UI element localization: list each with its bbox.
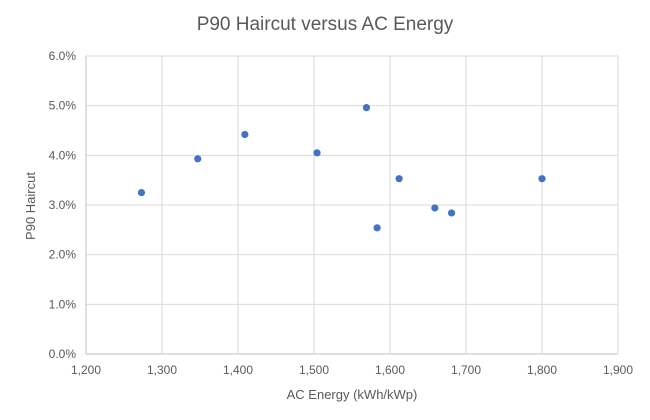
y-tick-label: 2.0% bbox=[49, 248, 77, 262]
x-tick-label: 1,300 bbox=[147, 363, 177, 377]
data-point bbox=[137, 188, 146, 197]
data-point bbox=[241, 130, 249, 139]
x-tick-label: 1,900 bbox=[603, 363, 633, 377]
tick-labels: 0.0% 1.0% 2.0% 3.0% 4.0% 5.0% 6.0% 1,200 1,300 1,… bbox=[49, 49, 634, 377]
x-tick-label: 1,600 bbox=[375, 363, 405, 377]
x-tick-label: 1,500 bbox=[299, 363, 329, 377]
x-tick-label: 1,200 bbox=[71, 363, 101, 377]
chart-title: P90 Haircut versus AC Energy bbox=[197, 14, 454, 35]
data-point bbox=[431, 204, 439, 212]
data-point bbox=[373, 224, 381, 232]
y-tick-label: 5.0% bbox=[49, 99, 77, 113]
data-point bbox=[194, 155, 202, 163]
y-tick-label: 4.0% bbox=[49, 148, 77, 162]
y-tick-label: 0.0% bbox=[49, 347, 77, 361]
data-point bbox=[395, 175, 403, 183]
data-point bbox=[538, 175, 546, 183]
data-point bbox=[447, 209, 456, 217]
x-tick-label: 1,400 bbox=[223, 363, 253, 377]
data-point bbox=[362, 104, 371, 112]
data-points bbox=[137, 104, 546, 232]
axes bbox=[85, 56, 618, 355]
x-tick-label: 1,700 bbox=[451, 363, 481, 377]
y-tick-label: 1.0% bbox=[49, 297, 77, 311]
gridlines bbox=[86, 55, 619, 354]
y-tick-label: 3.0% bbox=[49, 198, 77, 212]
y-tick-label: 6.0% bbox=[49, 49, 77, 63]
x-tick-label: 1,800 bbox=[527, 363, 557, 377]
x-axis-title: AC Energy (kWh/kWp) bbox=[287, 387, 418, 402]
data-point bbox=[313, 149, 321, 157]
y-axis-title: P90 Haircut bbox=[23, 172, 38, 240]
